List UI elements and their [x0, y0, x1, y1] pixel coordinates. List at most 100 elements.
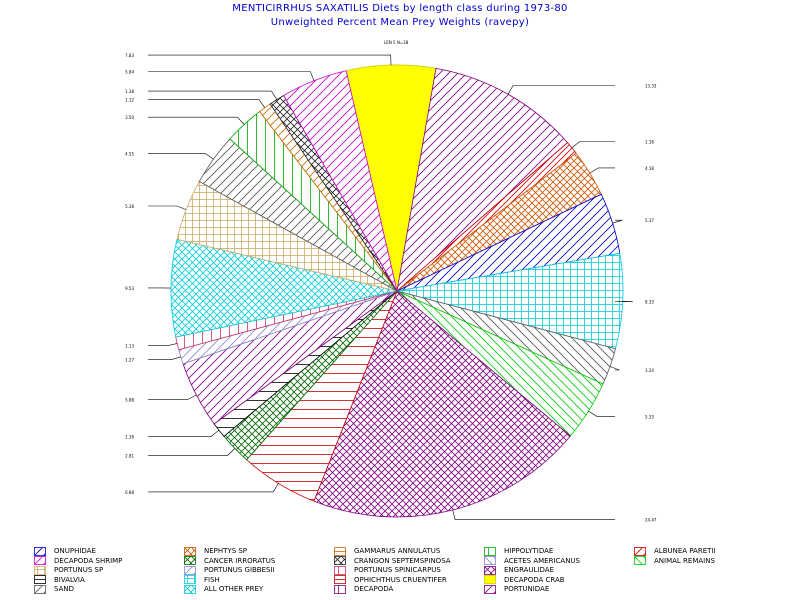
- leader-line-bivalvia: [148, 429, 220, 437]
- leader-line-portunus-sp: [148, 205, 187, 210]
- leader-line-ophichthus-cruentifer: [148, 483, 279, 493]
- legend-item-onuphidae: ONUPHIDAE: [34, 546, 96, 556]
- slice-value-label-gammarus-annulatus: 1.12: [125, 98, 134, 103]
- slice-value-label-cancer-irroratus: 2.81: [125, 453, 134, 458]
- legend-swatch: [484, 556, 496, 565]
- legend-item-bivalvia: BIVALVIA: [34, 575, 85, 585]
- legend-label: PORTUNUS GIBBESII: [204, 566, 275, 574]
- chart-subtitle: Unweighted Percent Mean Prey Weights (ra…: [270, 17, 530, 28]
- legend-label: FISH: [204, 575, 220, 584]
- legend-label: DECAPODA SHRIMP: [54, 556, 123, 565]
- leader-line-portunus-spinicarpus: [148, 343, 178, 347]
- legend-label: PORTUNUS SP: [54, 566, 104, 574]
- legend-label: NEPHTYS SP: [204, 547, 248, 555]
- legend-swatch: [334, 565, 346, 575]
- legend-swatch: [34, 546, 46, 556]
- legend-swatch: [184, 565, 196, 575]
- legend-label: BIVALVIA: [54, 575, 85, 584]
- legend-swatch: [484, 584, 496, 594]
- legend-swatch: [334, 546, 346, 556]
- legend-label: PORTUNIDAE: [504, 585, 550, 593]
- chart-legend: ONUPHIDAE DECAPODA SHRIMP PORTUNUS SP BIVAL…: [34, 546, 774, 596]
- legend-item-ophichthus-cruentifer: OPHICHTHUS CRUENTIFER: [334, 575, 447, 585]
- legend-item-decapoda-shrimp: DECAPODA SHRIMP: [34, 556, 122, 566]
- pie-slice-engraulidae: [313, 290, 571, 518]
- legend-item-portunus-spinicarpus: PORTUNUS SPINICARPUS: [334, 565, 441, 575]
- legend-label: DECAPODA CRAB: [504, 575, 565, 584]
- leader-line-onuphidae: [612, 219, 623, 224]
- legend-swatch: [184, 556, 196, 565]
- slice-value-label-portunidae: 13.33: [645, 84, 657, 89]
- leader-line-decapoda-shrimp: [148, 394, 197, 400]
- legend-label: ANIMAL REMAINS: [654, 556, 715, 565]
- legend-swatch: [634, 556, 646, 565]
- pie-slices: [170, 64, 624, 518]
- legend-swatch: [184, 584, 196, 594]
- leader-line-cancer-irroratus: [148, 448, 236, 456]
- legend-swatch: [34, 565, 46, 575]
- leader-line-portunus-gibbesii: [148, 356, 181, 361]
- slice-value-label-bivalvia: 1.38: [125, 434, 134, 439]
- legend-label: ALL OTHER PREY: [204, 585, 264, 593]
- legend-item-gammarus-annulatus: GAMMARUS ANNULATUS: [334, 546, 440, 556]
- slice-value-labels: 7.83 13.33 1.18 4.18 5.37 8.33 3.24 5.33 24.47 6.…: [125, 53, 657, 523]
- slice-value-label-decapoda-crab: 7.83: [125, 53, 134, 58]
- slice-value-label-decapoda: 5.84: [125, 70, 134, 75]
- slice-value-label-decapoda-shrimp: 5.88: [125, 398, 134, 403]
- legend-item-portunus-gibbesii: PORTUNUS GIBBESII: [184, 565, 275, 575]
- leader-line-decapoda: [148, 71, 315, 81]
- legend-item-portunidae: PORTUNIDAE: [484, 584, 549, 594]
- slice-value-label-all-other-prey: 9.53: [125, 286, 134, 291]
- legend-label: ONUPHIDAE: [54, 547, 96, 555]
- leader-line-albunea-paretii: [571, 141, 615, 149]
- legend-swatch: [34, 584, 46, 594]
- legend-label: GAMMARUS ANNULATUS: [354, 547, 441, 555]
- slice-value-label-crangon-septemspinosa: 1.38: [125, 89, 134, 94]
- legend-item-decapoda: DECAPODA: [334, 584, 393, 594]
- legend-item-cancer-irroratus: CANCER IRRORATUS: [184, 556, 275, 566]
- legend-swatch: [184, 546, 196, 556]
- leader-line-portunidae: [507, 85, 615, 95]
- legend-label: OPHICHTHUS CRUENTIFER: [354, 575, 447, 584]
- leader-line-nephtys-sp: [589, 167, 615, 174]
- legend-swatch: [334, 584, 346, 594]
- leader-line-animal-remains: [588, 410, 615, 417]
- pie-chart: 7.83 13.33 1.18 4.18 5.37 8.33 3.24 5.33 24.47 6.…: [125, 40, 657, 523]
- pie-center-label: LEN 5 N=38: [384, 40, 409, 45]
- legend-label: SAND: [54, 585, 74, 593]
- slice-value-label-ophichthus-cruentifer: 6.88: [125, 490, 134, 495]
- legend-item-decapoda-crab: DECAPODA CRAB: [484, 575, 565, 585]
- legend-swatch: [634, 546, 646, 556]
- slice-value-label-hippolytidae: 3.50: [125, 115, 134, 120]
- legend-label: DECAPODA: [354, 585, 394, 593]
- legend-item-hippolytidae: HIPPOLYTIDAE: [484, 546, 553, 556]
- chart-title: MENTICIRRHUS SAXATILIS Diets by length c…: [232, 3, 568, 14]
- slice-value-label-albunea-paretii: 1.18: [645, 140, 654, 145]
- slice-value-label-nephtys-sp: 4.18: [645, 166, 654, 171]
- legend-swatch: [184, 575, 196, 584]
- legend-label: PORTUNUS SPINICARPUS: [354, 566, 441, 574]
- legend-swatch: [484, 565, 496, 575]
- slice-value-label-portunus-gibbesii: 1.27: [125, 358, 134, 363]
- leader-line-engraulidae: [452, 509, 615, 521]
- legend-label: ALBUNEA PARETII: [654, 547, 716, 555]
- slice-value-label-portunus-spinicarpus: 1.13: [125, 344, 134, 349]
- legend-swatch: [484, 546, 496, 556]
- pie-slice-portunidae: [396, 67, 569, 293]
- legend-item-nephtys-sp: NEPHTYS SP: [184, 546, 247, 556]
- legend-swatch: [484, 575, 496, 584]
- slice-value-label-engraulidae: 24.47: [645, 518, 657, 523]
- leader-line-acetes-americanus: [609, 366, 620, 371]
- slice-value-label-fish: 8.33: [645, 300, 654, 305]
- slice-leader-lines: [148, 54, 633, 521]
- legend-label: CANCER IRRORATUS: [204, 556, 276, 565]
- legend-item-fish: FISH: [184, 575, 220, 585]
- slice-value-label-acetes-americanus: 3.24: [645, 368, 654, 373]
- legend-label: ACETES AMERICANUS: [504, 556, 581, 565]
- slice-value-label-animal-remains: 5.33: [645, 414, 654, 419]
- leader-line-sand: [148, 153, 214, 160]
- legend-label: CRANGON SEPTEMSPINOSA: [354, 556, 451, 565]
- legend-swatch: [34, 575, 46, 584]
- leader-line-decapoda-crab: [148, 54, 392, 66]
